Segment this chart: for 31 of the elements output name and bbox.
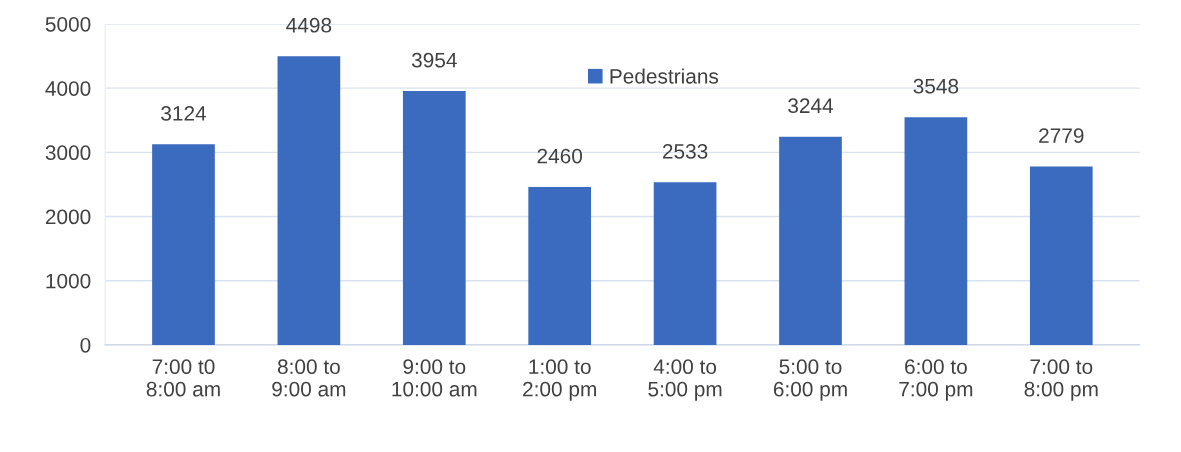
y-tick-label: 4000 (45, 81, 91, 96)
bar (528, 186, 592, 345)
legend-label: Pedestrians (610, 68, 719, 84)
x-tick-label: 9:00 to 10:00 am (392, 359, 477, 397)
x-tick-label: 1:00 to 2:00 pm (523, 359, 596, 401)
bar (779, 136, 842, 345)
bar (653, 182, 717, 345)
data-label: 3124 (161, 106, 207, 121)
x-tick-label: 4:00 to 5:00 pm (648, 359, 722, 401)
y-tick-label: 1000 (46, 273, 91, 289)
y-tick-label: 5000 (45, 16, 91, 32)
x-tick-label: 8:00 to 9:00 am (272, 359, 346, 397)
data-label: 3548 (913, 78, 959, 94)
x-tick-label: 7:00 to 8:00 pm (1024, 359, 1098, 401)
data-label: 3244 (788, 98, 834, 114)
bar (1029, 166, 1093, 345)
data-label: 4498 (286, 17, 332, 33)
y-tick-label: 2000 (45, 209, 91, 225)
y-tick-label: 3000 (45, 145, 91, 161)
bar (152, 144, 215, 345)
data-label: 2460 (537, 148, 583, 164)
x-tick-label: 7:00 t0 8:00 am (146, 359, 220, 397)
x-tick-label: 6:00 to 7:00 pm (899, 359, 973, 401)
x-tick-label: 5:00 to 6:00 pm (773, 359, 847, 401)
data-label: 3954 (411, 52, 457, 68)
bar (402, 91, 466, 345)
bar (904, 117, 968, 345)
y-tick-label: 0 (80, 337, 91, 353)
data-label: 2779 (1039, 128, 1084, 143)
bar (277, 56, 341, 345)
data-label: 2533 (662, 143, 708, 159)
